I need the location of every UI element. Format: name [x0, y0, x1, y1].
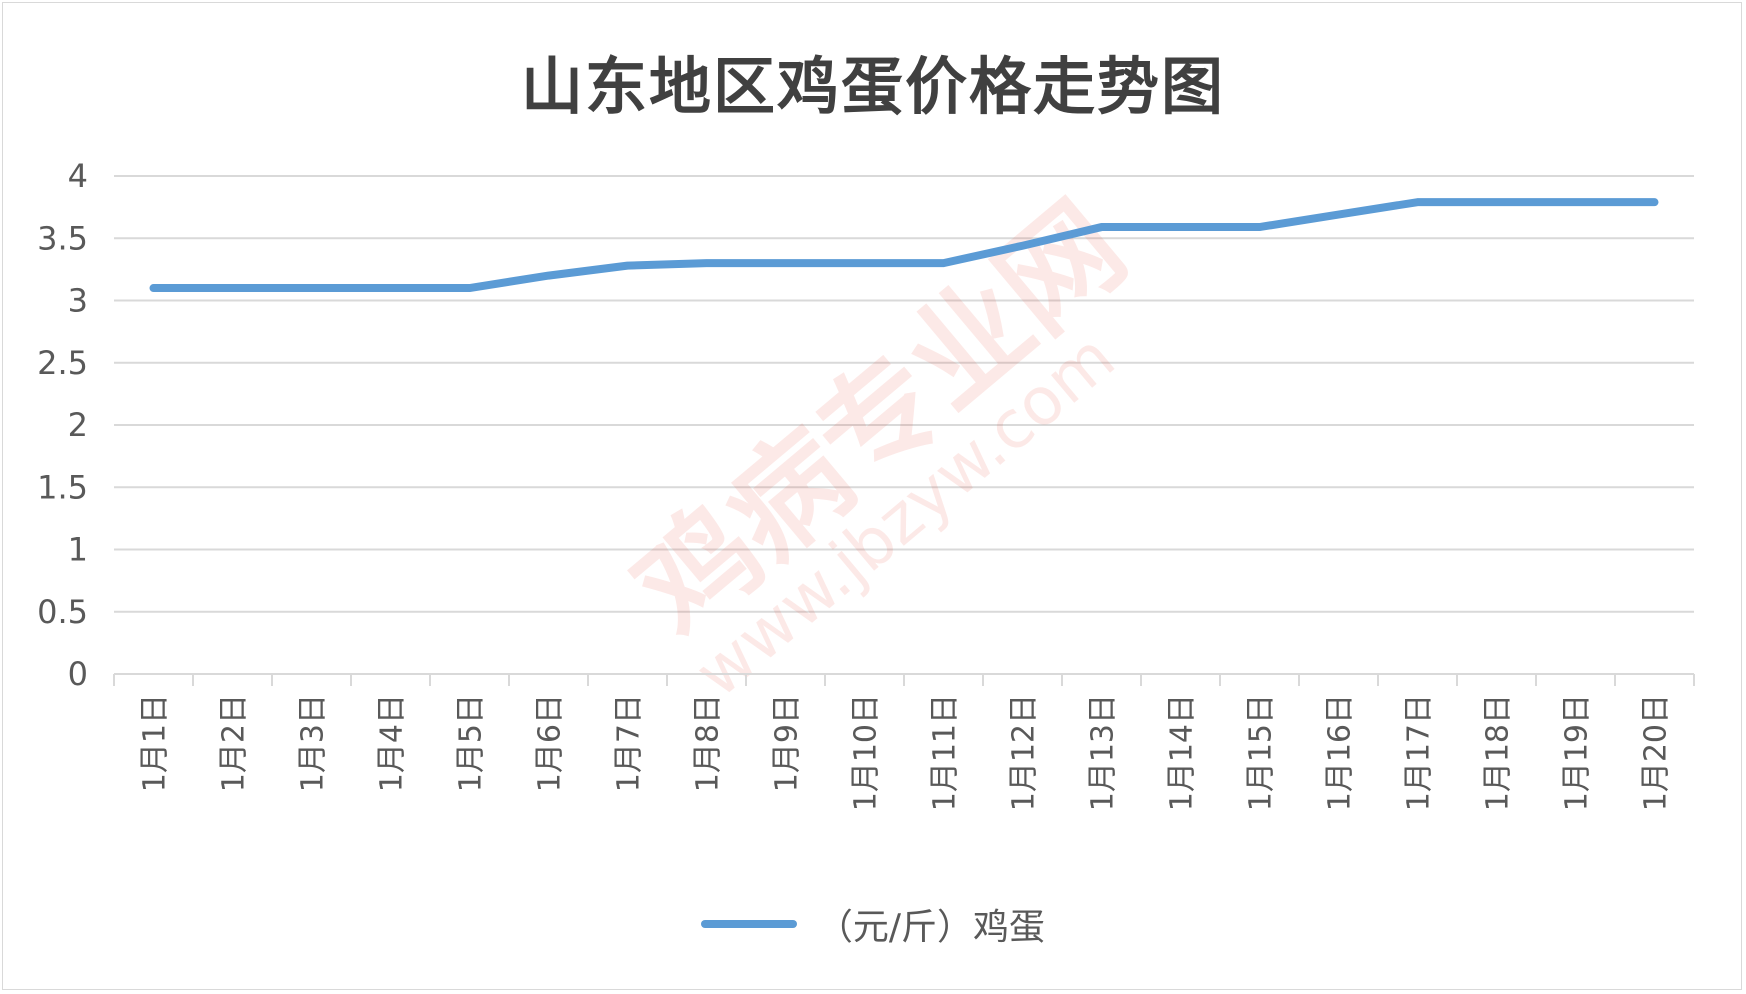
watermark: 鸡病专业网 www.jbzyw.com: [609, 176, 1150, 712]
x-tick-label: 1月12日: [1007, 694, 1042, 811]
x-axis-labels: 1月1日 1月2日 1月3日 1月4日 1月5日 1月6日 1月7日 1月8日 1月9日 1月10…: [138, 694, 1674, 811]
legend: （元/斤）鸡蛋: [0, 898, 1746, 950]
x-tick-label: 1月7日: [612, 694, 647, 792]
x-tick-label: 1月1日: [138, 694, 173, 792]
x-tick-label: 1月17日: [1402, 694, 1437, 811]
legend-label: （元/斤）鸡蛋: [816, 907, 1046, 948]
chart-title: 山东地区鸡蛋价格走势图: [520, 50, 1225, 123]
x-tick-label: 1月14日: [1165, 694, 1200, 811]
y-tick-label: 1: [68, 531, 88, 569]
x-tick-label: 1月2日: [217, 694, 252, 792]
series-line: [149, 198, 1659, 293]
legend-line-icon: [700, 920, 797, 928]
y-tick-label: 0.5: [37, 593, 88, 631]
y-tick-label: 1.5: [37, 468, 88, 506]
x-tick-label: 1月11日: [928, 694, 963, 811]
x-tick-label: 1月15日: [1244, 694, 1279, 811]
x-tick-label: 1月16日: [1323, 694, 1358, 811]
x-tick-label: 1月10日: [849, 694, 884, 811]
x-axis-ticks: [113, 674, 1695, 686]
x-tick-label: 1月20日: [1639, 694, 1674, 811]
x-tick-label: 1月6日: [533, 694, 568, 792]
gridlines: [114, 175, 1694, 613]
y-tick-label: 2.5: [37, 344, 88, 382]
y-tick-label: 3: [68, 282, 88, 320]
y-tick-label: 3.5: [37, 219, 88, 257]
x-tick-label: 1月8日: [691, 694, 726, 792]
y-tick-label: 2: [68, 406, 88, 444]
x-tick-label: 1月9日: [770, 694, 805, 792]
x-tick-label: 1月5日: [454, 694, 489, 792]
x-tick-label: 1月19日: [1560, 694, 1595, 811]
x-tick-label: 1月13日: [1086, 694, 1121, 811]
y-tick-label: 4: [68, 157, 88, 195]
y-axis-ticks: 0 0.5 1 1.5 2 2.5 3 3.5 4: [37, 157, 88, 693]
x-tick-label: 1月3日: [296, 694, 331, 792]
y-tick-label: 0: [68, 655, 88, 693]
x-tick-label: 1月18日: [1481, 694, 1516, 811]
x-tick-label: 1月4日: [375, 694, 410, 792]
